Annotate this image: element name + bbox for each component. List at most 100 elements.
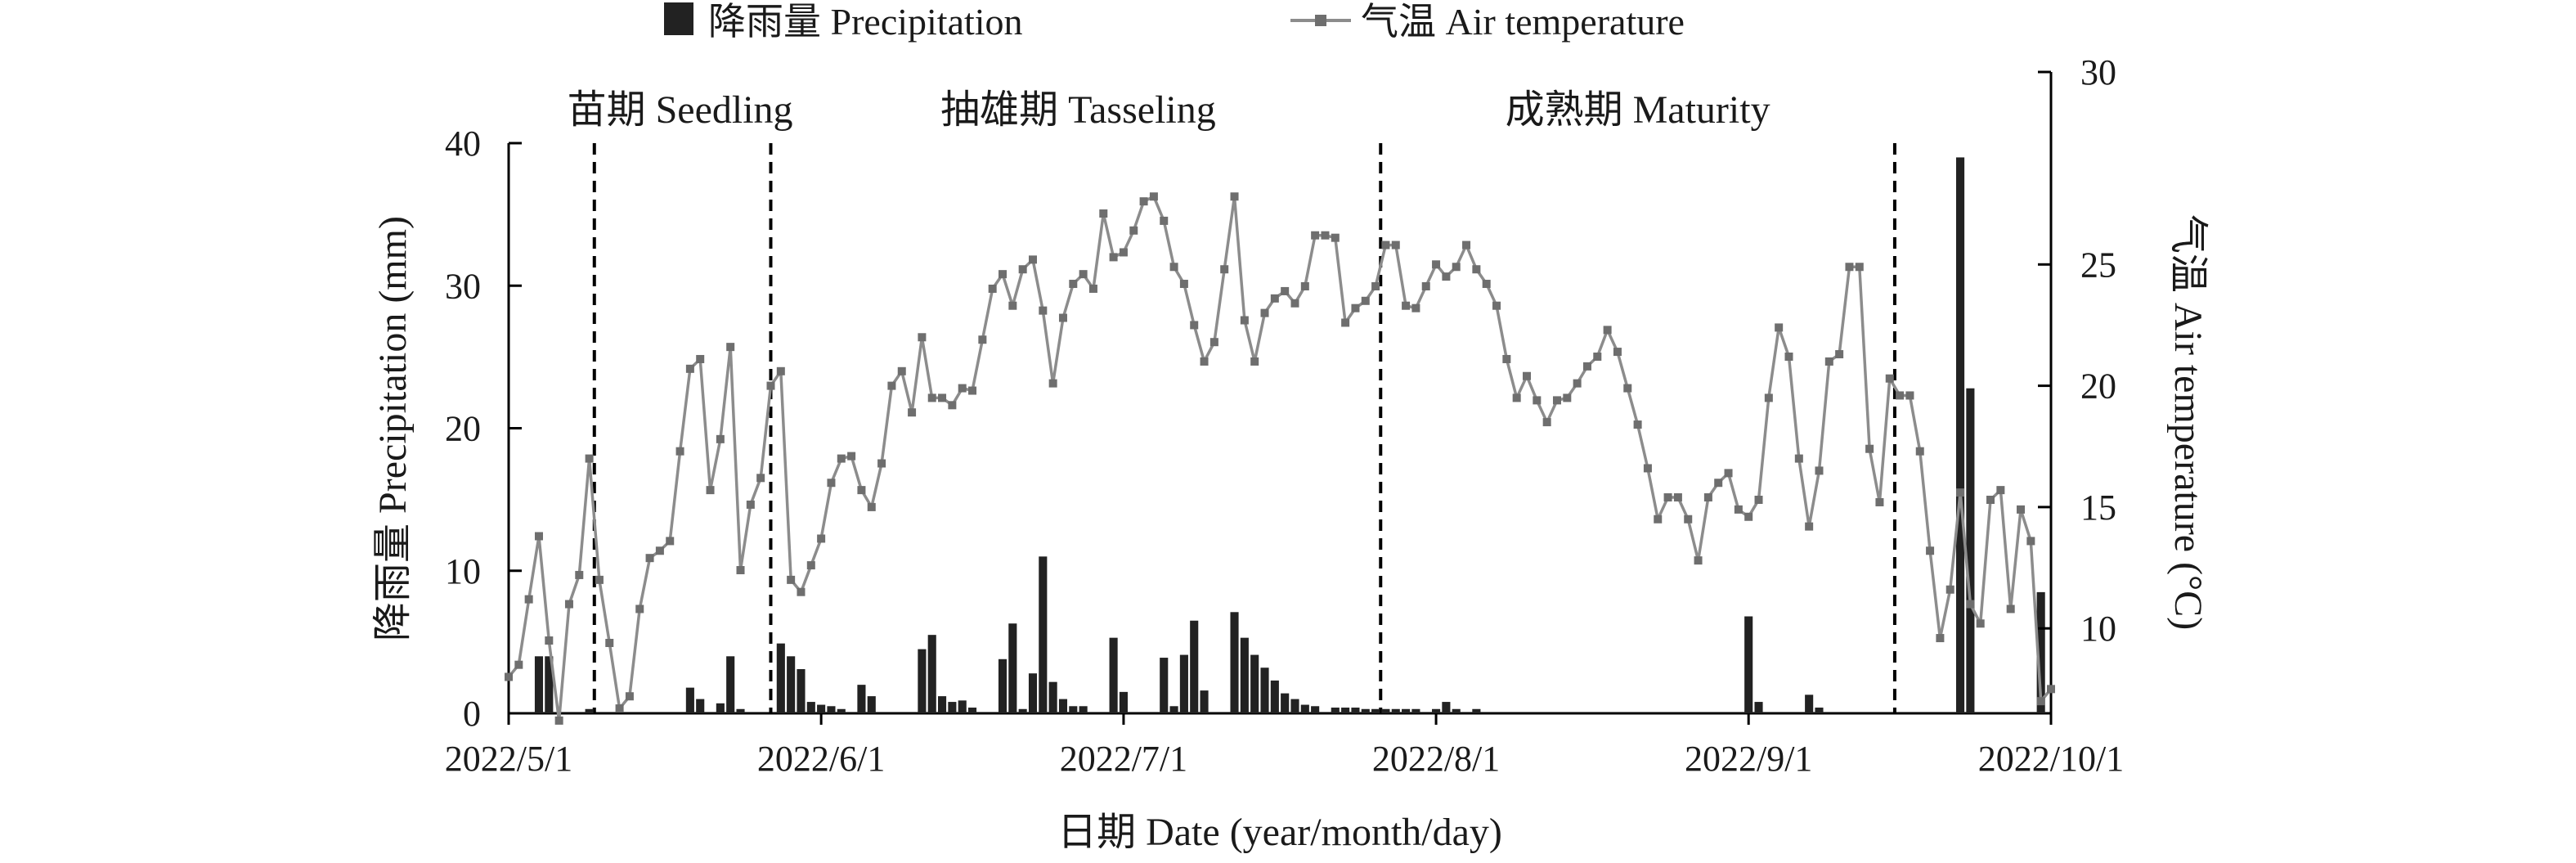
legend: 降雨量 Precipitation 气温 Air temperature: [664, 1, 1685, 43]
temperature-point: [1976, 619, 1985, 628]
temperature-point: [655, 546, 664, 555]
temperature-point: [958, 384, 967, 393]
temperature-point: [1945, 585, 1954, 594]
precipitation-bar: [2036, 591, 2045, 713]
left-tick-label: 40: [445, 124, 481, 164]
temperature-point: [1331, 233, 1340, 242]
temperature-point: [1260, 308, 1269, 317]
right-tick-label: 25: [2080, 245, 2116, 285]
precipitation-bar: [1039, 556, 1048, 713]
temperature-point: [1523, 371, 1532, 380]
temperature-point: [2036, 697, 2045, 706]
temperature-point: [696, 354, 705, 363]
temperature-point: [877, 459, 886, 468]
precipitation-bar: [1079, 706, 1088, 713]
temperature-point: [766, 381, 775, 390]
temperature-point: [1209, 338, 1218, 347]
temperature-point: [1673, 493, 1682, 502]
temperature-point: [736, 566, 745, 575]
temperature-point: [1654, 515, 1663, 524]
precipitation-bar: [797, 668, 806, 713]
temperature-point: [1311, 231, 1320, 240]
precipitation-bar: [1391, 708, 1400, 713]
precipitation-bar: [1270, 680, 1279, 713]
precipitation-bar: [1281, 693, 1290, 713]
temperature-point: [1896, 391, 1905, 400]
temperature-point: [1714, 479, 1723, 488]
temperature-point: [1039, 306, 1048, 315]
precipitation-bar: [1432, 708, 1441, 713]
precipitation-bar: [1018, 708, 1027, 713]
temperature-point: [1744, 512, 1753, 521]
stage-labels: 苗期 Seedling 抽雄期 Tasseling 成熟期 Maturity: [568, 88, 1770, 132]
temperature-point: [1230, 192, 1239, 201]
temperature-point: [857, 486, 866, 495]
stage-label: 苗期 Seedling: [568, 88, 793, 132]
temperature-point: [1240, 316, 1249, 325]
temperature-point: [837, 454, 846, 463]
temperature-point: [706, 486, 715, 495]
temperature-point: [1582, 362, 1591, 371]
precipitation-bar: [1260, 667, 1269, 713]
temperature-point: [1250, 357, 1259, 366]
precipitation-bar: [967, 708, 977, 713]
temperature-point: [1381, 240, 1390, 249]
temperature-point: [1300, 281, 1309, 290]
temperature-point: [1815, 466, 1824, 475]
temperature-point: [1703, 493, 1712, 502]
temperature-point: [1996, 486, 2005, 495]
right-tick-label: 20: [2080, 366, 2116, 407]
temperature-point: [887, 381, 896, 390]
precipitation-bar: [685, 687, 694, 713]
temperature-point: [1905, 391, 1914, 400]
left-tick-label: 20: [445, 409, 481, 449]
temperature-point: [1875, 497, 1884, 506]
temperature-point: [554, 716, 563, 725]
precipitation-bar: [1250, 654, 1259, 713]
precipitation-bar: [1956, 157, 1965, 714]
precipitation-bar: [927, 635, 936, 713]
temperature-point: [1775, 323, 1784, 332]
precipitation-bar: [776, 643, 785, 713]
temperature-point: [645, 554, 654, 563]
temperature-point: [1099, 209, 1108, 218]
temperature-point: [2006, 605, 2015, 614]
temperature-point: [625, 692, 634, 701]
precipitation-bar: [806, 702, 815, 713]
temperature-point: [1552, 396, 1561, 405]
precipitation-bar: [1048, 681, 1057, 713]
temperature-point: [968, 386, 977, 395]
temperature-point: [1442, 272, 1451, 281]
temperature-point: [635, 605, 644, 614]
temperature-point: [1593, 353, 1602, 362]
temperature-point: [1694, 556, 1703, 565]
temperature-point: [1835, 350, 1844, 359]
precipitation-bar: [837, 708, 846, 713]
plot-frame: [507, 72, 2053, 715]
temperature-point: [1088, 284, 1097, 293]
temperature-point: [524, 595, 533, 604]
temperature-point: [1915, 447, 1924, 456]
precipitation-bar: [937, 696, 947, 713]
precipitation-bar: [696, 699, 705, 713]
temperature-point: [948, 401, 957, 410]
precipitation-bar: [1169, 706, 1178, 713]
temperature-point: [797, 587, 806, 596]
temperature-point: [1684, 515, 1693, 524]
precipitation-bar: [827, 706, 836, 713]
precipitation-bar: [1341, 708, 1350, 713]
temperature-point: [1573, 379, 1582, 388]
legend-precipitation-label: 降雨量 Precipitation: [708, 1, 1023, 43]
temperature-point: [585, 454, 594, 463]
temperature-point: [1824, 357, 1833, 366]
temperature-point: [1966, 600, 1975, 609]
left-axis-title: 降雨量 Precipitation (mm): [371, 216, 415, 641]
temperature-point: [1855, 263, 1864, 272]
precipitation-bar: [817, 704, 826, 713]
temperature-point: [897, 366, 906, 375]
temperature-point: [1472, 265, 1481, 274]
x-tick-label: 2022/9/1: [1685, 739, 1812, 779]
precipitation-bar: [1069, 706, 1078, 713]
temperature-point: [776, 366, 785, 375]
temperature-point: [1190, 321, 1199, 330]
